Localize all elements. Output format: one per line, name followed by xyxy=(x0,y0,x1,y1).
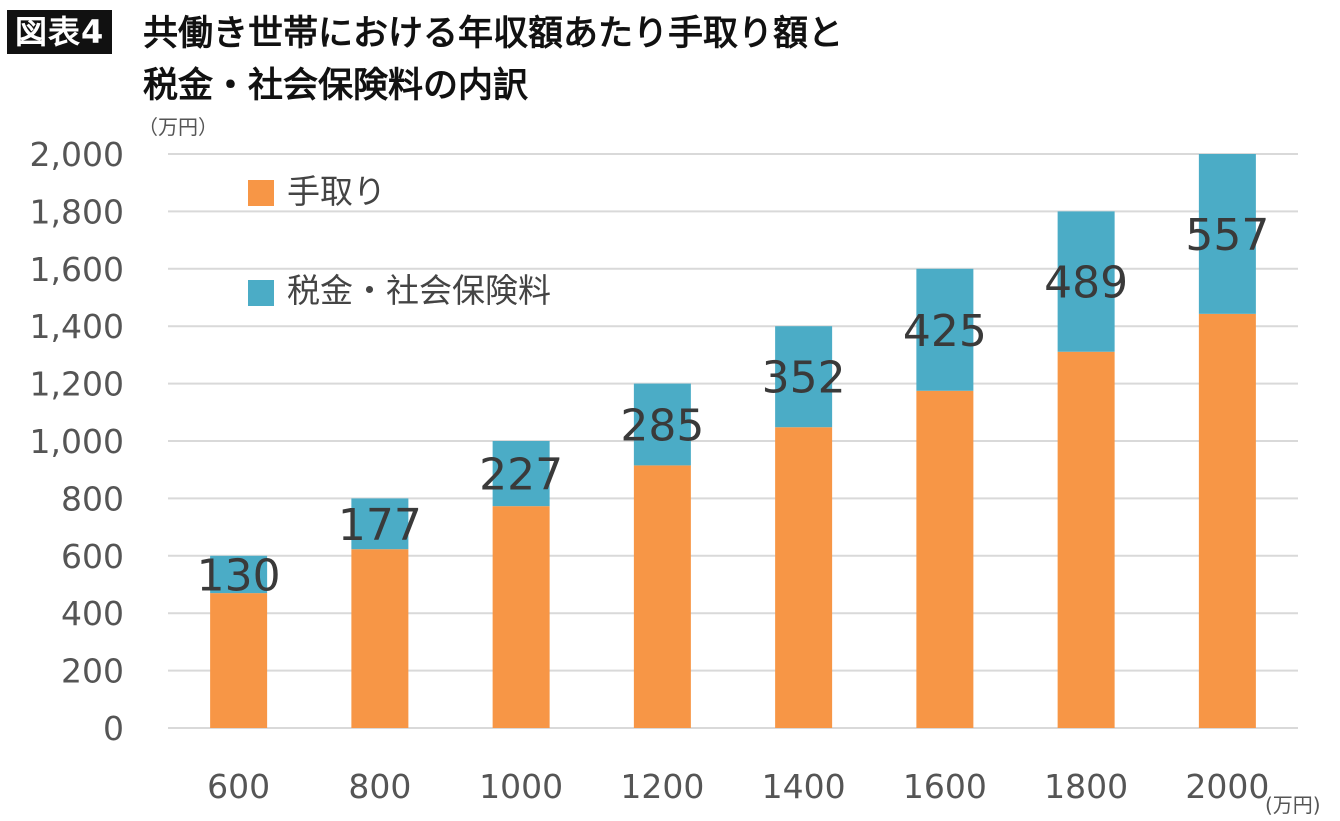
data-label-tax: 425 xyxy=(903,306,987,357)
x-tick-label: 2000 xyxy=(1185,767,1269,806)
bar-tax xyxy=(210,555,268,594)
legend-label-take-home: 手取り xyxy=(287,172,386,211)
y-tick-label: 1,600 xyxy=(30,250,124,289)
data-label-tax: 227 xyxy=(479,450,563,501)
y-tick-label: 1,400 xyxy=(30,307,124,346)
bar-tax xyxy=(1198,154,1256,314)
bar-tax xyxy=(492,441,550,507)
legend-swatch-tax xyxy=(248,280,274,306)
y-tick-label: 1,800 xyxy=(30,192,124,231)
bar-tax xyxy=(1057,211,1115,352)
y-tick-label: 600 xyxy=(61,537,124,576)
y-tick-label: 0 xyxy=(103,709,124,748)
x-tick-label: 1800 xyxy=(1044,767,1128,806)
bar-take-home xyxy=(351,549,409,728)
chart-title-line-2: 税金・社会保険料の内訳 xyxy=(143,66,529,106)
bar-take-home xyxy=(775,427,833,728)
x-axis-tick-labels: 600 800 1000 1200 1400 1600 1800 2000 xyxy=(207,767,1269,806)
bar-take-home xyxy=(210,593,268,728)
bar-tax xyxy=(775,326,833,428)
data-labels: 130 177 227 285 352 425 489 557 xyxy=(197,210,1270,602)
y-axis-tick-labels: 0 200 400 600 800 1,000 1,200 1,400 1,600 1,800 2,… xyxy=(30,135,124,748)
bar-take-home xyxy=(1057,351,1115,728)
chart-header: 図表4 共働き世帯における年収額あたり手取り額と 税金・社会保険料の内訳 xyxy=(0,0,1340,110)
y-tick-label: 1,200 xyxy=(30,365,124,404)
data-label-tax: 177 xyxy=(338,500,422,551)
legend-swatch-take-home xyxy=(248,180,274,206)
y-tick-label: 200 xyxy=(61,652,124,691)
y-tick-label: 800 xyxy=(61,479,124,518)
data-label-tax: 489 xyxy=(1044,258,1128,309)
legend: 手取り 税金・社会保険料 xyxy=(248,172,551,310)
bar-take-home xyxy=(492,506,550,728)
bar-tax xyxy=(351,498,409,550)
bar-take-home xyxy=(916,390,974,728)
y-tick-label: 2,000 xyxy=(30,135,124,174)
y-tick-label: 400 xyxy=(61,594,124,633)
data-label-tax: 557 xyxy=(1185,210,1269,261)
data-label-tax: 285 xyxy=(620,400,704,451)
data-label-tax: 130 xyxy=(197,550,281,601)
bars xyxy=(210,154,1256,728)
chart-title-line-1: 共働き世帯における年収額あたり手取り額と xyxy=(143,14,844,54)
y-axis-unit: （万円） xyxy=(138,115,218,139)
gridlines xyxy=(168,153,1298,729)
x-tick-label: 800 xyxy=(348,767,411,806)
bar-tax xyxy=(916,268,974,391)
y-tick-label: 1,000 xyxy=(30,422,124,461)
bar-take-home xyxy=(1198,313,1256,728)
data-label-tax: 352 xyxy=(762,353,846,404)
x-tick-label: 1000 xyxy=(479,767,563,806)
x-tick-label: 1200 xyxy=(620,767,704,806)
x-tick-label: 1600 xyxy=(903,767,987,806)
bar-take-home xyxy=(633,465,691,728)
figure-tag: 図表4 xyxy=(7,10,113,54)
bar-tax xyxy=(633,383,691,466)
x-tick-label: 1400 xyxy=(762,767,846,806)
legend-label-tax: 税金・社会保険料 xyxy=(287,271,551,310)
x-tick-label: 600 xyxy=(207,767,270,806)
x-axis-unit: (万円) xyxy=(1265,793,1321,817)
chart-title: 共働き世帯における年収額あたり手取り額と 税金・社会保険料の内訳 xyxy=(143,8,843,112)
